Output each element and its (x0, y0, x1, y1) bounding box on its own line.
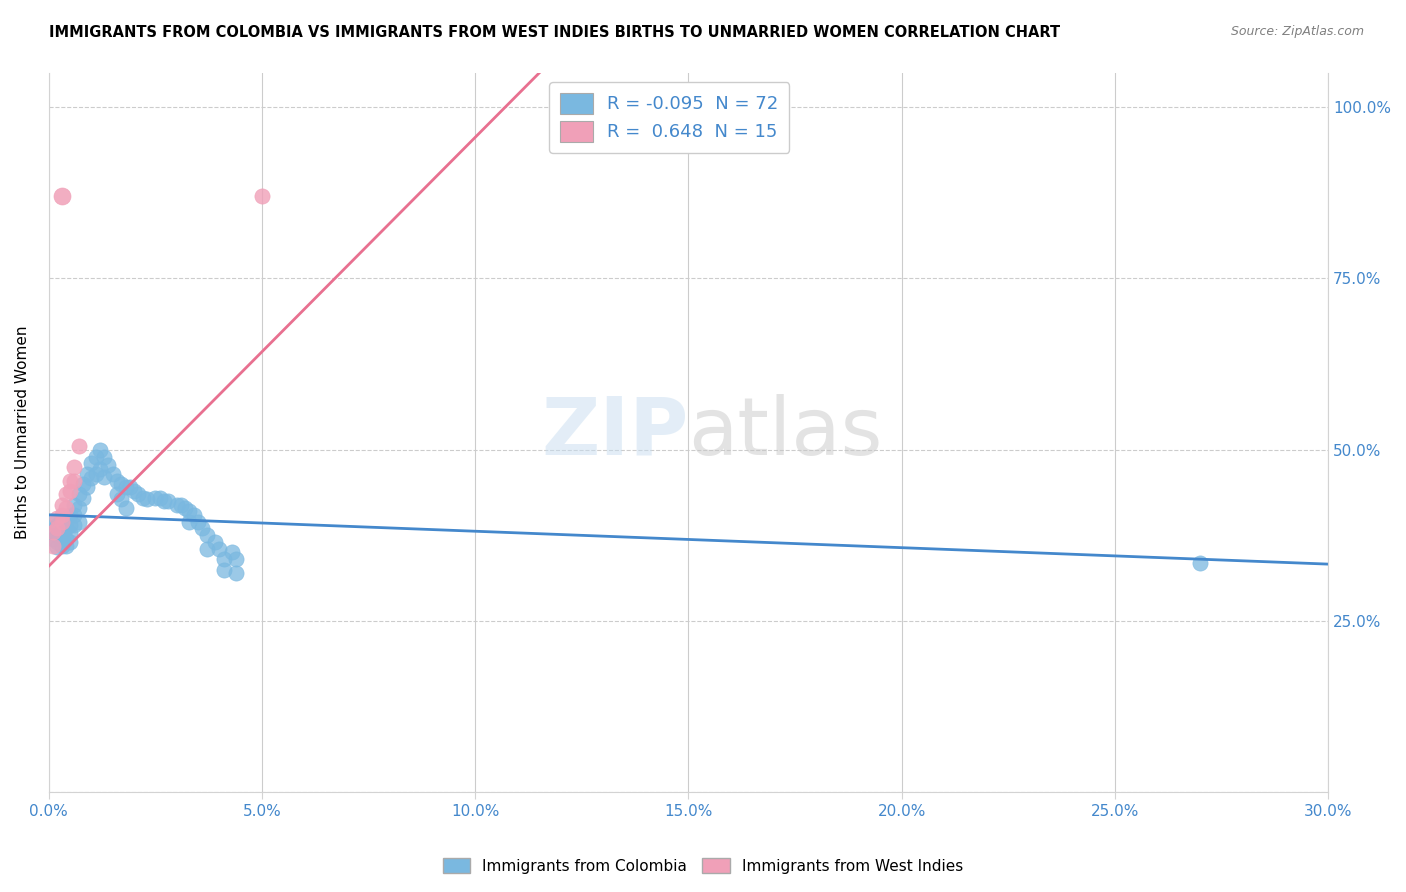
Point (212, 563, 235, 577)
Point (51, 524, 73, 539)
Point (166, 498, 188, 512)
Point (42, 524, 65, 539)
Point (46, 535, 69, 549)
Text: Source: ZipAtlas.com: Source: ZipAtlas.com (1230, 25, 1364, 38)
Point (46, 518, 69, 533)
Point (55, 521, 77, 535)
Point (174, 500, 197, 515)
Point (145, 491, 167, 505)
Point (114, 480, 136, 494)
Point (63, 474, 86, 488)
Point (153, 494, 176, 508)
Point (97, 458, 120, 472)
Point (110, 477, 132, 491)
Point (179, 515, 201, 529)
Point (42, 515, 65, 529)
Text: ZIP: ZIP (541, 393, 689, 472)
Point (51, 532, 73, 546)
Point (84, 450, 107, 464)
Point (59, 535, 82, 549)
Point (93, 450, 115, 464)
Text: atlas: atlas (689, 393, 883, 472)
Point (250, 189, 273, 203)
Point (46, 511, 69, 525)
Point (221, 545, 243, 559)
Point (46, 521, 69, 535)
Point (114, 500, 136, 515)
Legend: Immigrants from Colombia, Immigrants from West Indies: Immigrants from Colombia, Immigrants fro… (436, 852, 970, 880)
Point (84, 467, 107, 481)
Point (191, 521, 214, 535)
Point (55, 487, 77, 501)
Point (187, 515, 209, 529)
Point (51, 539, 73, 553)
Point (51, 515, 73, 529)
Point (67, 487, 90, 501)
Point (170, 498, 193, 512)
Point (179, 504, 201, 518)
Point (110, 491, 132, 506)
Point (212, 552, 235, 566)
Point (67, 515, 90, 529)
Point (51, 515, 73, 529)
Point (76, 467, 98, 481)
Point (51, 498, 73, 512)
Point (225, 552, 247, 566)
Point (67, 439, 90, 453)
Point (46, 540, 69, 554)
Point (67, 500, 90, 515)
Point (46, 528, 69, 542)
Point (131, 491, 153, 505)
Point (80, 457, 103, 471)
Point (195, 528, 218, 542)
Y-axis label: Births to Unmarried Women: Births to Unmarried Women (15, 326, 30, 540)
Point (80, 471, 103, 485)
Point (42, 524, 65, 539)
Point (225, 566, 247, 580)
Point (89, 442, 111, 457)
Point (63, 508, 86, 522)
Point (204, 535, 226, 549)
Point (89, 462, 111, 476)
Point (42, 532, 65, 546)
Point (59, 526, 82, 541)
Point (63, 459, 86, 474)
Point (122, 483, 145, 498)
Legend: R = -0.095  N = 72, R =  0.648  N = 15: R = -0.095 N = 72, R = 0.648 N = 15 (550, 82, 789, 153)
Point (76, 480, 98, 494)
Point (55, 511, 77, 525)
Point (55, 500, 77, 515)
Point (183, 508, 205, 522)
Point (63, 518, 86, 533)
Point (208, 542, 231, 557)
Point (51, 189, 73, 203)
Point (51, 508, 73, 522)
Point (59, 518, 82, 533)
Point (72, 477, 94, 491)
Point (55, 539, 77, 553)
Text: IMMIGRANTS FROM COLOMBIA VS IMMIGRANTS FROM WEST INDIES BIRTHS TO UNMARRIED WOME: IMMIGRANTS FROM COLOMBIA VS IMMIGRANTS F… (49, 25, 1060, 40)
Point (63, 498, 86, 512)
Point (93, 470, 115, 484)
Point (127, 487, 149, 501)
Point (105, 474, 128, 488)
Point (135, 491, 157, 506)
Point (59, 483, 82, 498)
Point (157, 494, 180, 508)
Point (149, 491, 172, 505)
Point (42, 539, 65, 553)
Point (118, 480, 141, 494)
Point (55, 532, 77, 546)
Point (59, 474, 82, 488)
Point (101, 467, 124, 481)
Point (1189, 556, 1212, 570)
Point (105, 487, 128, 501)
Point (59, 508, 82, 522)
Point (72, 491, 94, 505)
Point (195, 542, 218, 557)
